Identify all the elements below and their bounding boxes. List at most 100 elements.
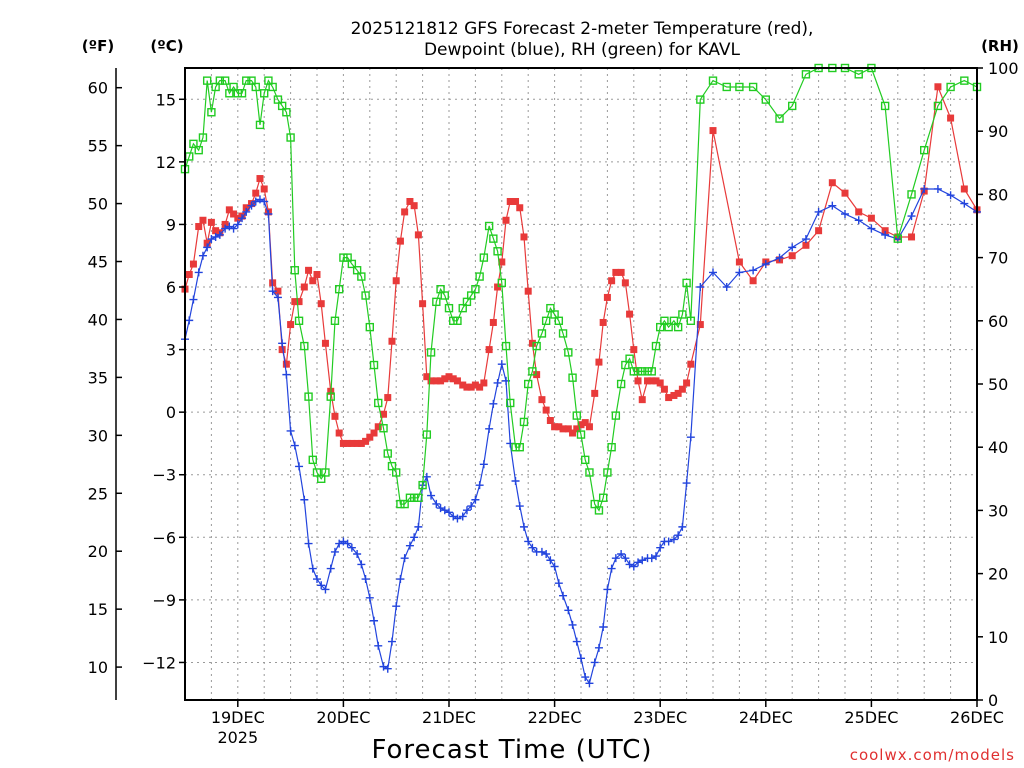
rh-point — [581, 455, 590, 465]
rh-point — [515, 443, 524, 452]
dewpoint-point — [335, 539, 344, 548]
rh-point — [616, 379, 626, 389]
dewpoint-point — [674, 531, 683, 540]
dewpoint-point — [445, 508, 453, 517]
rh-point — [678, 310, 687, 319]
fahrenheit-tick-label: 50 — [88, 195, 108, 214]
rh-point — [453, 316, 462, 325]
dewpoint-point — [599, 622, 608, 631]
rh-point — [220, 76, 230, 85]
dewpoint-point — [634, 558, 643, 567]
rh-point — [229, 82, 238, 92]
dewpoint-point — [590, 658, 599, 667]
temperature-point — [603, 293, 611, 301]
dewpoint-point — [881, 230, 890, 239]
dewpoint-point — [585, 679, 594, 688]
x-axis-label: Forecast Time (UTC) — [371, 735, 652, 765]
temperature-point — [660, 385, 668, 393]
rh-point — [722, 82, 731, 92]
rh-point — [893, 234, 902, 243]
rh-point — [458, 303, 467, 313]
temperature-point — [626, 310, 634, 318]
rh-tick-label: 100 — [988, 59, 1019, 78]
dewpoint-point — [497, 360, 506, 369]
rh-point — [735, 82, 744, 92]
temperature-point — [683, 379, 691, 387]
dewpoint-point — [528, 543, 537, 552]
rh-point — [405, 493, 415, 502]
temperature-point — [195, 223, 203, 231]
dewpoint-point — [775, 253, 784, 262]
dewpoint-point — [392, 602, 401, 611]
dewpoint-point — [489, 399, 498, 408]
rh-point — [625, 354, 634, 363]
temperature-point — [815, 227, 823, 235]
temperature-point — [569, 429, 577, 437]
temperature-point — [471, 381, 479, 389]
temperature-point — [621, 279, 629, 287]
temperature-point — [414, 231, 422, 239]
rh-point — [686, 316, 696, 325]
temperature-point — [934, 83, 942, 91]
temperature-point — [674, 389, 682, 397]
dewpoint-point — [946, 191, 955, 200]
temperature-point — [207, 218, 215, 226]
temperature-point — [344, 439, 352, 447]
dewpoint-point — [960, 199, 969, 208]
rh-point — [233, 89, 243, 98]
temperature-point — [665, 394, 673, 402]
celsius-tick-label: −9 — [152, 591, 176, 610]
temperature-point — [542, 406, 550, 414]
fahrenheit-tick-label: 20 — [88, 542, 108, 561]
rh-point — [801, 70, 811, 79]
fahrenheit-tick-label: 10 — [88, 658, 108, 677]
dewpoint-point — [611, 554, 620, 563]
temperature-point — [855, 208, 863, 216]
temperature-point — [396, 237, 404, 245]
dewpoint-point — [260, 197, 269, 206]
dewpoint-point — [709, 268, 717, 277]
temperature-point — [528, 339, 536, 347]
rh-tick-label: 50 — [988, 375, 1008, 394]
temperature-point — [374, 423, 382, 431]
x-tick-label: 23DEC — [633, 708, 687, 727]
rh-point — [933, 101, 943, 111]
x-tick-label: 26DEC — [950, 708, 1004, 727]
temperature-point — [463, 383, 471, 391]
dewpoint-point — [343, 539, 352, 548]
temperature-point — [353, 439, 361, 447]
dewpoint-point — [828, 201, 837, 210]
dewpoint-point — [537, 547, 546, 556]
temperature-point — [406, 197, 414, 205]
temperature-point — [437, 377, 445, 385]
dewpoint-point — [559, 591, 568, 600]
rh-unit-label: (RH) — [981, 37, 1019, 55]
rh-point — [379, 424, 388, 433]
rh-point — [550, 310, 559, 319]
rh-point — [541, 316, 551, 325]
fahrenheit-tick-label: 15 — [88, 600, 108, 619]
rh-tick-label: 20 — [988, 565, 1008, 584]
temperature-point — [634, 377, 642, 385]
dewpoint-point — [300, 495, 309, 504]
temperature-point — [189, 260, 197, 268]
dewpoint-point — [255, 195, 264, 204]
rh-point — [572, 411, 581, 420]
dewpoint-point — [453, 514, 462, 523]
rh-point — [260, 89, 269, 98]
rh-series — [180, 63, 982, 515]
dewpoint-point — [396, 575, 405, 584]
rh-point — [511, 443, 520, 452]
rh-point — [471, 285, 480, 294]
credit-text: coolwx.com/models — [850, 746, 1015, 764]
temperature-point — [687, 360, 695, 368]
temperature-point — [638, 396, 646, 404]
rh-point — [519, 417, 529, 427]
dewpoint-point — [308, 564, 317, 573]
dewpoint-point — [524, 537, 533, 546]
temperature-point — [199, 216, 207, 224]
temperature-point — [735, 258, 743, 266]
temperature-point — [348, 439, 356, 447]
dewpoint-point — [422, 472, 431, 481]
dewpoint-point — [242, 207, 251, 216]
